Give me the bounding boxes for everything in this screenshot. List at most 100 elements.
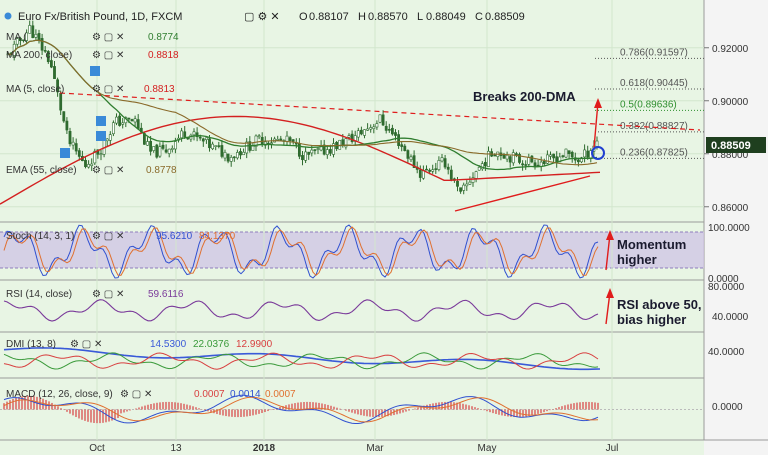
candle[interactable] (468, 181, 472, 185)
candle[interactable] (152, 146, 156, 151)
candle[interactable] (99, 153, 103, 156)
candle[interactable] (332, 143, 335, 155)
rsi-icons[interactable]: ⚙ ▢ ✕ (92, 289, 124, 300)
candle[interactable] (372, 126, 376, 129)
candle[interactable] (236, 152, 239, 159)
candle[interactable] (595, 140, 599, 147)
candle[interactable] (403, 145, 407, 151)
candle[interactable] (28, 25, 32, 34)
candle[interactable] (232, 156, 236, 159)
support-trendline[interactable] (454, 175, 591, 212)
candle[interactable] (56, 79, 60, 93)
candle[interactable] (164, 149, 168, 153)
candle[interactable] (580, 157, 583, 163)
candle[interactable] (108, 134, 112, 141)
candle[interactable] (276, 139, 280, 141)
candle[interactable] (285, 135, 289, 142)
candle[interactable] (552, 153, 556, 159)
candle[interactable] (425, 168, 428, 171)
ma-line[interactable] (7, 39, 598, 171)
candle[interactable] (112, 122, 115, 135)
candle[interactable] (536, 164, 540, 167)
candle[interactable] (183, 131, 187, 137)
candle[interactable] (180, 130, 184, 139)
candle[interactable] (53, 66, 56, 79)
candle[interactable] (118, 115, 122, 126)
candle[interactable] (186, 137, 190, 140)
ma2-icons[interactable]: ⚙ ▢ ✕ (92, 50, 124, 61)
candle[interactable] (325, 149, 329, 156)
candle[interactable] (18, 37, 22, 41)
candle[interactable] (22, 39, 25, 42)
candle[interactable] (115, 116, 118, 124)
candle[interactable] (440, 157, 444, 162)
candle[interactable] (90, 163, 94, 166)
candle[interactable] (428, 169, 432, 172)
candle[interactable] (211, 143, 215, 150)
candle[interactable] (93, 150, 97, 164)
candle[interactable] (198, 136, 202, 139)
candle[interactable] (220, 145, 224, 157)
candle[interactable] (576, 159, 580, 163)
candle[interactable] (483, 161, 487, 167)
candle[interactable] (121, 122, 125, 125)
candle[interactable] (505, 154, 509, 160)
candle[interactable] (105, 138, 109, 142)
candle[interactable] (62, 111, 66, 122)
candle[interactable] (487, 150, 490, 167)
macd-icons[interactable]: ⚙ ▢ ✕ (120, 389, 152, 400)
candle[interactable] (170, 148, 174, 150)
candle[interactable] (146, 141, 149, 146)
candle[interactable] (561, 155, 565, 157)
candle[interactable] (136, 119, 140, 129)
dmi-icons[interactable]: ⚙ ▢ ✕ (70, 339, 102, 350)
candle[interactable] (527, 157, 531, 165)
candle[interactable] (68, 130, 72, 145)
candle[interactable] (409, 156, 413, 161)
candle[interactable] (257, 135, 261, 138)
candle[interactable] (549, 154, 552, 157)
candle[interactable] (301, 155, 304, 161)
candle[interactable] (279, 138, 283, 141)
candle[interactable] (214, 145, 218, 147)
candle[interactable] (43, 50, 47, 52)
candle[interactable] (462, 184, 466, 191)
candle[interactable] (412, 155, 416, 168)
candle[interactable] (446, 166, 450, 170)
candle[interactable] (25, 32, 29, 41)
candle[interactable] (192, 131, 196, 136)
macd-signal-line[interactable] (3, 396, 599, 423)
candle[interactable] (378, 114, 382, 123)
candle[interactable] (316, 148, 320, 150)
candle[interactable] (208, 138, 211, 149)
candle[interactable] (390, 127, 394, 135)
dmi-minus-line[interactable] (3, 352, 599, 370)
candle[interactable] (387, 129, 391, 131)
resistance-trendline[interactable] (59, 92, 701, 131)
candle[interactable] (239, 151, 242, 156)
candle[interactable] (583, 149, 587, 158)
candle[interactable] (229, 157, 233, 162)
candle[interactable] (363, 129, 366, 136)
candle[interactable] (437, 160, 441, 170)
candle[interactable] (130, 119, 134, 122)
candle[interactable] (310, 149, 314, 154)
stoch-icons[interactable]: ⚙ ▢ ✕ (92, 231, 124, 242)
candle[interactable] (87, 164, 91, 168)
candle[interactable] (518, 154, 521, 163)
candle[interactable] (328, 149, 332, 154)
candle[interactable] (397, 134, 401, 146)
candle[interactable] (356, 130, 360, 138)
stoch-k-line[interactable] (3, 224, 599, 279)
candle[interactable] (161, 144, 165, 149)
candle[interactable] (459, 187, 463, 192)
candle[interactable] (443, 158, 447, 168)
candle[interactable] (344, 138, 348, 148)
candle[interactable] (406, 150, 410, 159)
candle[interactable] (359, 129, 363, 135)
candle[interactable] (49, 60, 53, 68)
candle[interactable] (465, 183, 469, 187)
header-button-icons[interactable]: ▢ ⚙ ✕ (244, 11, 280, 23)
candle[interactable] (530, 155, 534, 163)
candle[interactable] (586, 150, 590, 158)
